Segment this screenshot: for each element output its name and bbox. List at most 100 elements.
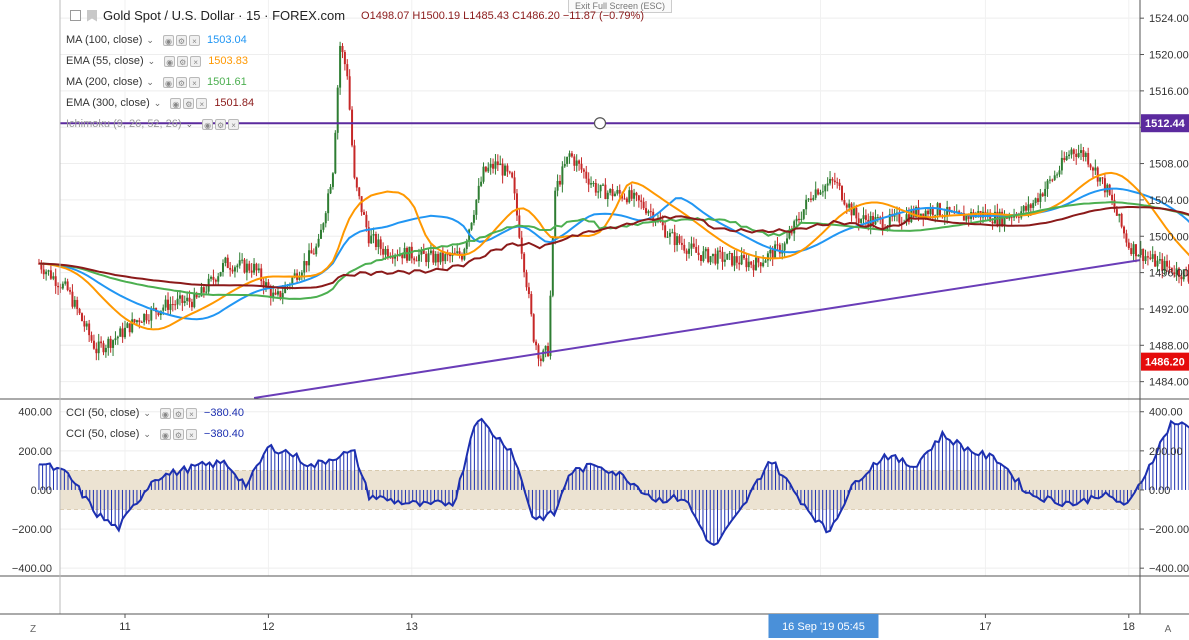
candle-body bbox=[766, 253, 769, 261]
legend-row[interactable]: CCI (50, close) ⌄ ◉ ⚙ × −380.40 bbox=[66, 403, 244, 424]
candle-body bbox=[348, 76, 351, 110]
indicator-actions: ◉ ⚙ × bbox=[159, 429, 197, 440]
chevron-down-icon[interactable]: ⌄ bbox=[146, 77, 154, 87]
gear-icon[interactable]: ⚙ bbox=[215, 119, 227, 130]
time-tick-label: 17 bbox=[979, 621, 991, 633]
candle-body bbox=[1058, 170, 1061, 175]
eye-icon[interactable]: ◉ bbox=[162, 35, 174, 46]
chevron-down-icon[interactable]: ⌄ bbox=[143, 429, 151, 439]
eye-icon[interactable]: ◉ bbox=[159, 429, 171, 440]
candle-body bbox=[860, 219, 863, 223]
candle-body bbox=[267, 282, 270, 288]
candle-body bbox=[1137, 254, 1140, 257]
candle-body bbox=[152, 308, 155, 310]
chevron-down-icon[interactable]: ⌄ bbox=[143, 408, 151, 418]
candle-body bbox=[437, 253, 440, 263]
eye-icon[interactable]: ◉ bbox=[202, 119, 214, 130]
symbol-title[interactable]: Gold Spot / U.S. Dollar · 15 · FOREX.com bbox=[103, 8, 346, 23]
close-icon[interactable]: × bbox=[185, 408, 197, 419]
gear-icon[interactable]: ⚙ bbox=[183, 98, 195, 109]
indicator-name[interactable]: CCI (50, close) bbox=[66, 428, 140, 440]
indicator-actions: ◉ ⚙ × bbox=[162, 77, 200, 88]
candle-body bbox=[190, 301, 193, 308]
candle-body bbox=[217, 276, 220, 282]
chevron-down-icon[interactable]: ⌄ bbox=[147, 56, 156, 66]
flag-icon[interactable] bbox=[87, 9, 97, 22]
candle-body bbox=[465, 241, 468, 250]
indicator-name[interactable]: EMA (55, close) bbox=[66, 55, 144, 67]
axis-price-labels: 1512.44 1486.20 bbox=[1141, 114, 1189, 371]
candle-body bbox=[1103, 178, 1106, 193]
indicator-name[interactable]: Ichimoku (9, 26, 52, 26) bbox=[66, 118, 182, 130]
auto-scale-button[interactable]: A bbox=[1165, 624, 1172, 635]
candle-body bbox=[699, 255, 702, 261]
legend-row[interactable]: Ichimoku (9, 26, 52, 26) ⌄ ◉ ⚙ × bbox=[66, 114, 254, 135]
last-price-label-bg bbox=[1141, 352, 1189, 371]
close-icon[interactable]: × bbox=[185, 429, 197, 440]
last-price-label: 1486.20 bbox=[1145, 357, 1185, 369]
eye-icon[interactable]: ◉ bbox=[170, 98, 182, 109]
indicator-name[interactable]: EMA (300, close) bbox=[66, 97, 150, 109]
candle-body bbox=[807, 198, 810, 200]
candle-body bbox=[298, 276, 301, 280]
legend-row[interactable]: EMA (300, close) ⌄ ◉ ⚙ × 1501.84 bbox=[66, 93, 254, 114]
candle-body bbox=[284, 286, 287, 294]
cci-axis[interactable]: 400.00 400.00 200.00 200.00 0.00 0.00 −200.00 −… bbox=[12, 407, 1189, 575]
indicator-name[interactable]: MA (200, close) bbox=[66, 76, 143, 88]
candle-body bbox=[458, 251, 461, 256]
candle-body bbox=[73, 299, 76, 307]
candle-body bbox=[573, 156, 576, 166]
candle-body bbox=[711, 253, 714, 257]
candle-body bbox=[164, 299, 167, 308]
close-icon[interactable]: × bbox=[188, 77, 200, 88]
candle-body bbox=[547, 346, 550, 357]
eye-icon[interactable]: ◉ bbox=[159, 408, 171, 419]
candle-body bbox=[812, 197, 815, 201]
pane-separators[interactable] bbox=[0, 0, 1189, 615]
candle-body bbox=[324, 213, 327, 224]
candle-body bbox=[525, 272, 528, 288]
candle-body bbox=[561, 166, 564, 185]
candle-body bbox=[1075, 153, 1078, 158]
candle-body bbox=[728, 253, 731, 255]
trendline-drawing[interactable] bbox=[253, 259, 1141, 399]
gear-icon[interactable]: ⚙ bbox=[172, 408, 184, 419]
eye-icon[interactable]: ◉ bbox=[164, 56, 176, 67]
candle-body bbox=[501, 163, 504, 176]
legend-row[interactable]: EMA (55, close) ⌄ ◉ ⚙ × 1503.83 bbox=[66, 51, 254, 72]
horizontal-line-handle[interactable] bbox=[593, 117, 607, 130]
chevron-down-icon[interactable]: ⌄ bbox=[185, 119, 194, 129]
gear-icon[interactable]: ⚙ bbox=[175, 77, 187, 88]
exit-full-screen-hint[interactable]: Exit Full Screen (ESC) bbox=[568, 0, 673, 13]
time-tick-label: 11 bbox=[119, 621, 130, 633]
candle-body bbox=[575, 160, 578, 166]
candle-body bbox=[224, 257, 227, 264]
legend-row[interactable]: MA (100, close) ⌄ ◉ ⚙ × 1503.04 bbox=[66, 30, 254, 51]
chevron-down-icon[interactable]: ⌄ bbox=[146, 35, 154, 45]
gear-icon[interactable]: ⚙ bbox=[177, 56, 189, 67]
gear-icon[interactable]: ⚙ bbox=[175, 35, 187, 46]
close-icon[interactable]: × bbox=[188, 35, 200, 46]
legend-row[interactable]: MA (200, close) ⌄ ◉ ⚙ × 1501.61 bbox=[66, 72, 254, 93]
candle-body bbox=[1132, 244, 1135, 255]
candle-body bbox=[377, 239, 380, 248]
candle-body bbox=[90, 335, 93, 341]
candle-body bbox=[167, 299, 170, 310]
legend-row[interactable]: CCI (50, close) ⌄ ◉ ⚙ × −380.40 bbox=[66, 424, 244, 445]
eye-icon[interactable]: ◉ bbox=[162, 77, 174, 88]
close-icon[interactable]: × bbox=[228, 119, 240, 130]
indicator-name[interactable]: MA (100, close) bbox=[66, 34, 143, 46]
time-tick-label: 18 bbox=[1123, 621, 1135, 633]
candle-body bbox=[494, 161, 497, 169]
gear-icon[interactable]: ⚙ bbox=[172, 429, 184, 440]
candle-body bbox=[1154, 254, 1157, 267]
zoom-reset-button[interactable]: Z bbox=[30, 624, 36, 635]
indicator-name[interactable]: CCI (50, close) bbox=[66, 407, 140, 419]
close-icon[interactable]: × bbox=[196, 98, 208, 109]
candle-body bbox=[420, 249, 423, 255]
collapse-legend-icon[interactable] bbox=[70, 10, 81, 21]
close-icon[interactable]: × bbox=[190, 56, 202, 67]
chevron-down-icon[interactable]: ⌄ bbox=[153, 98, 162, 108]
